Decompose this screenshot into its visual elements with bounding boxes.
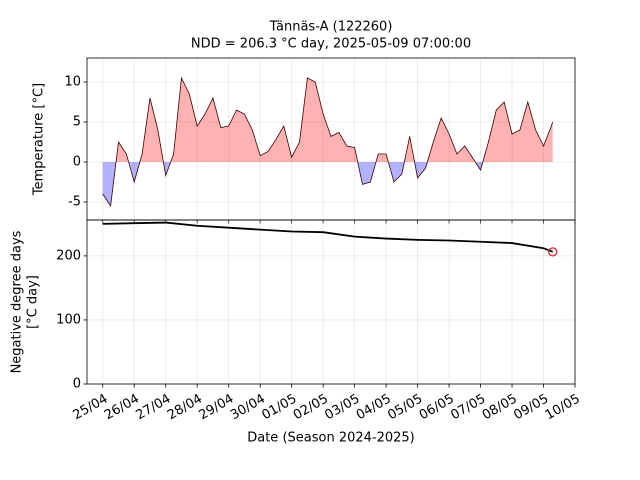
x-axis-label: Date (Season 2024-2025) [247, 431, 415, 446]
last-point-marker [548, 247, 558, 257]
x-tick-label: 08/05 [480, 392, 520, 424]
y-tick-label: 0 [73, 377, 81, 392]
y-tick-label: 100 [56, 312, 81, 327]
x-tick-label: 27/04 [134, 392, 174, 424]
y-tick-label: 10 [64, 75, 81, 90]
x-tick-label: 04/05 [354, 392, 394, 424]
y-axis-label: Negative degree days [10, 230, 25, 373]
x-tick-label: 02/05 [291, 392, 331, 424]
x-tick-label: 25/04 [71, 392, 111, 424]
area-positive [102, 78, 553, 162]
x-tick-label: 07/05 [448, 392, 488, 424]
ndd-line [102, 221, 554, 253]
x-tick-label: 30/04 [228, 392, 268, 424]
y-tick-label: 200 [56, 248, 81, 263]
y-axis-label: [°C day] [26, 275, 41, 329]
chart-subtitle: NDD = 206.3 °C day, 2025-05-09 07:00:00 [191, 37, 471, 52]
y-axis-label: Temperature [°C] [32, 83, 47, 196]
x-tick-label: 01/05 [259, 392, 299, 424]
x-tick-label: 10/05 [543, 392, 583, 424]
y-tick-label: 0 [73, 155, 81, 170]
x-tick-label: 05/05 [385, 392, 425, 424]
temperature-line [102, 76, 554, 208]
y-tick-label: -5 [68, 195, 81, 210]
x-tick-label: 06/05 [417, 392, 457, 424]
x-tick-label: 26/04 [102, 392, 142, 424]
plot-frame [86, 219, 576, 385]
x-tick-label: 28/04 [165, 392, 205, 424]
x-tick-label: 03/05 [322, 392, 362, 424]
x-tick-label: 29/04 [196, 392, 236, 424]
y-tick-label: 5 [73, 115, 81, 130]
x-tick-label: 09/05 [511, 392, 551, 424]
chart-title: Tännäs-A (122260) [269, 20, 393, 35]
